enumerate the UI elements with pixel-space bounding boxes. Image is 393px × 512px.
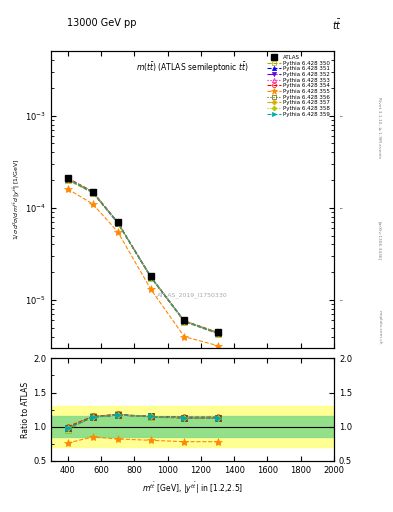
ATLAS — [182, 317, 187, 324]
Pythia 6.428 357 — [182, 318, 187, 324]
Text: Rivet 3.1.10, ≥ 1.9M events: Rivet 3.1.10, ≥ 1.9M events — [377, 97, 381, 159]
Line: Pythia 6.428 355: Pythia 6.428 355 — [64, 185, 222, 350]
Line: Pythia 6.428 356: Pythia 6.428 356 — [65, 176, 220, 335]
X-axis label: $m^{t\bar{t}}$ [GeV], $|y^{t\bar{t}}|$ in [1.2,2.5]: $m^{t\bar{t}}$ [GeV], $|y^{t\bar{t}}|$ i… — [142, 480, 243, 496]
Bar — [51, 406, 334, 447]
Pythia 6.428 357 — [65, 176, 70, 182]
Text: ATLAS_2019_I1750330: ATLAS_2019_I1750330 — [157, 292, 228, 297]
Pythia 6.428 358 — [115, 220, 120, 226]
Pythia 6.428 351 — [65, 176, 70, 182]
Line: Pythia 6.428 352: Pythia 6.428 352 — [65, 176, 220, 335]
Pythia 6.428 351 — [115, 220, 120, 226]
Pythia 6.428 358 — [182, 318, 187, 324]
Pythia 6.428 359 — [65, 176, 70, 182]
Pythia 6.428 350 — [149, 274, 153, 281]
Pythia 6.428 358 — [90, 189, 95, 195]
Pythia 6.428 352 — [115, 220, 120, 226]
Pythia 6.428 350 — [215, 331, 220, 337]
Pythia 6.428 351 — [215, 330, 220, 336]
Pythia 6.428 356 — [90, 189, 95, 195]
Pythia 6.428 351 — [182, 318, 187, 324]
Pythia 6.428 357 — [115, 220, 120, 226]
Pythia 6.428 353 — [115, 220, 120, 226]
Pythia 6.428 356 — [182, 318, 187, 324]
Pythia 6.428 359 — [115, 220, 120, 226]
Text: $t\bar{t}$: $t\bar{t}$ — [332, 18, 342, 32]
Pythia 6.428 358 — [149, 274, 153, 280]
Text: mcplots.cern.ch: mcplots.cern.ch — [377, 310, 381, 345]
Pythia 6.428 350 — [182, 318, 187, 325]
Pythia 6.428 357 — [149, 274, 153, 280]
Line: Pythia 6.428 354: Pythia 6.428 354 — [65, 175, 220, 335]
Text: 13000 GeV pp: 13000 GeV pp — [67, 18, 136, 28]
ATLAS — [65, 175, 70, 181]
Pythia 6.428 350 — [65, 177, 70, 183]
Pythia 6.428 352 — [182, 318, 187, 324]
Pythia 6.428 356 — [215, 330, 220, 336]
Pythia 6.428 350 — [115, 220, 120, 226]
Line: Pythia 6.428 358: Pythia 6.428 358 — [66, 177, 220, 335]
Legend: ATLAS, Pythia 6.428 350, Pythia 6.428 351, Pythia 6.428 352, Pythia 6.428 353, P: ATLAS, Pythia 6.428 350, Pythia 6.428 35… — [266, 54, 331, 118]
Pythia 6.428 351 — [149, 274, 153, 280]
Pythia 6.428 353 — [215, 330, 220, 336]
Pythia 6.428 356 — [115, 220, 120, 226]
Pythia 6.428 353 — [149, 274, 153, 280]
Pythia 6.428 350 — [90, 190, 95, 196]
Pythia 6.428 356 — [65, 176, 70, 182]
Pythia 6.428 354 — [215, 329, 220, 335]
Pythia 6.428 352 — [215, 330, 220, 336]
Pythia 6.428 358 — [215, 330, 220, 336]
Pythia 6.428 354 — [65, 175, 70, 181]
Y-axis label: $1 / \sigma \, d^2\!\sigma / d \, m^{t\bar{t}} d \, |y^{t\bar{t}}| \, [1/\mathrm: $1 / \sigma \, d^2\!\sigma / d \, m^{t\b… — [12, 159, 22, 241]
Pythia 6.428 355 — [215, 343, 220, 349]
Text: $m(t\bar{t})$ (ATLAS semileptonic $t\bar{t}$): $m(t\bar{t})$ (ATLAS semileptonic $t\bar… — [136, 60, 249, 75]
Pythia 6.428 353 — [65, 176, 70, 182]
Pythia 6.428 355 — [65, 186, 70, 192]
Bar — [51, 416, 334, 437]
Pythia 6.428 353 — [182, 318, 187, 324]
Pythia 6.428 351 — [90, 189, 95, 195]
Pythia 6.428 355 — [115, 229, 120, 235]
Line: Pythia 6.428 357: Pythia 6.428 357 — [66, 177, 220, 335]
Pythia 6.428 352 — [90, 189, 95, 195]
Pythia 6.428 355 — [149, 286, 153, 292]
Pythia 6.428 359 — [182, 318, 187, 324]
Text: [arXiv:1306.3436]: [arXiv:1306.3436] — [377, 221, 381, 260]
Pythia 6.428 357 — [90, 189, 95, 195]
Y-axis label: Ratio to ATLAS: Ratio to ATLAS — [21, 381, 30, 438]
Pythia 6.428 352 — [65, 176, 70, 182]
Line: ATLAS: ATLAS — [64, 175, 221, 335]
Pythia 6.428 359 — [90, 189, 95, 195]
Pythia 6.428 355 — [90, 201, 95, 207]
ATLAS — [115, 219, 120, 225]
Line: Pythia 6.428 350: Pythia 6.428 350 — [65, 177, 220, 336]
Pythia 6.428 354 — [90, 188, 95, 195]
Line: Pythia 6.428 353: Pythia 6.428 353 — [65, 176, 220, 335]
Pythia 6.428 352 — [149, 274, 153, 280]
Pythia 6.428 358 — [65, 176, 70, 182]
Pythia 6.428 355 — [182, 334, 187, 340]
Line: Pythia 6.428 359: Pythia 6.428 359 — [65, 176, 220, 335]
ATLAS — [215, 329, 220, 335]
Pythia 6.428 357 — [215, 330, 220, 336]
Pythia 6.428 356 — [149, 274, 153, 280]
Pythia 6.428 359 — [215, 330, 220, 336]
Pythia 6.428 354 — [182, 317, 187, 324]
Pythia 6.428 354 — [115, 219, 120, 225]
Pythia 6.428 354 — [149, 274, 153, 280]
ATLAS — [90, 188, 95, 195]
Pythia 6.428 353 — [90, 189, 95, 195]
Line: Pythia 6.428 351: Pythia 6.428 351 — [65, 176, 220, 335]
Pythia 6.428 359 — [149, 274, 153, 280]
ATLAS — [149, 273, 153, 280]
